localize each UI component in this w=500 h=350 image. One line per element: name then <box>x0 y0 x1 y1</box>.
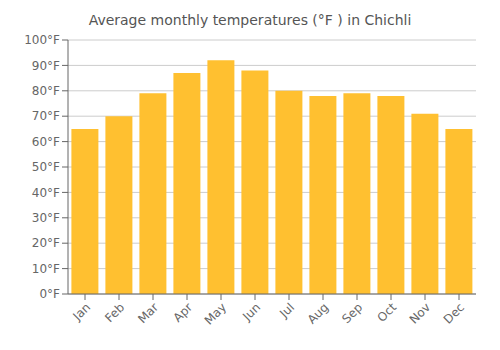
svg-text:100°F: 100°F <box>24 33 60 47</box>
svg-text:May: May <box>202 300 229 327</box>
svg-text:Feb: Feb <box>102 300 127 325</box>
svg-text:Aug: Aug <box>305 300 331 326</box>
svg-text:90°F: 90°F <box>32 59 60 73</box>
svg-text:Dec: Dec <box>441 300 467 326</box>
svg-text:Mar: Mar <box>135 300 161 326</box>
svg-text:Jun: Jun <box>239 300 263 324</box>
svg-text:80°F: 80°F <box>32 84 60 98</box>
svg-text:Jan: Jan <box>69 300 93 324</box>
svg-text:Jul: Jul <box>276 300 297 321</box>
svg-text:40°F: 40°F <box>32 186 60 200</box>
svg-text:20°F: 20°F <box>32 236 60 250</box>
svg-text:Apr: Apr <box>171 300 196 325</box>
svg-text:Nov: Nov <box>407 300 433 326</box>
svg-text:0°F: 0°F <box>39 287 60 301</box>
svg-text:30°F: 30°F <box>32 211 60 225</box>
svg-text:50°F: 50°F <box>32 160 60 174</box>
svg-text:Sep: Sep <box>339 300 365 326</box>
svg-text:10°F: 10°F <box>32 262 60 276</box>
html-text:Average monthly temperatures (: Average monthly temperatures (°F ) in Ch… <box>88 12 412 28</box>
svg-text:70°F: 70°F <box>32 109 60 123</box>
svg-text:Oct: Oct <box>375 300 400 325</box>
svg-text:60°F: 60°F <box>32 135 60 149</box>
